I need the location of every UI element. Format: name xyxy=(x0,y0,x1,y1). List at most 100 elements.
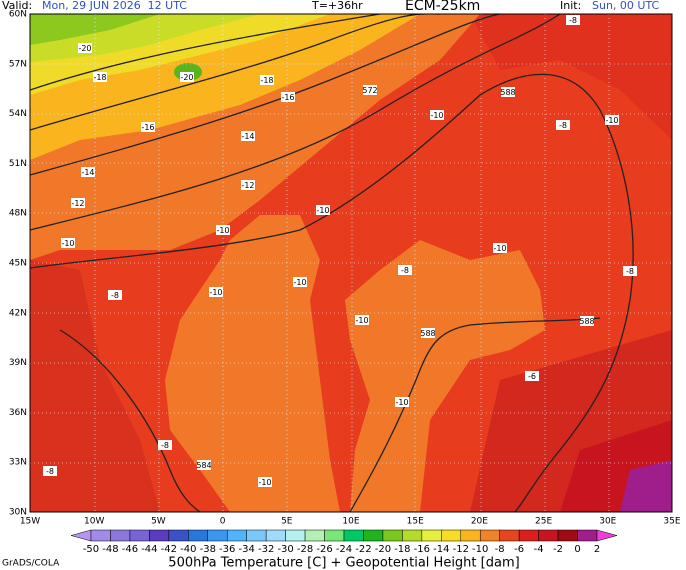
colorbar-box xyxy=(129,529,150,542)
colorbar-box xyxy=(168,529,189,542)
lon-label: 10E xyxy=(342,517,359,527)
lat-label: 30N xyxy=(9,508,27,518)
colorbar-box xyxy=(363,529,384,542)
colorbar-box xyxy=(246,529,267,542)
contour-label: -8 xyxy=(559,121,567,130)
colorbar-box xyxy=(110,529,131,542)
colorbar-box xyxy=(226,529,247,542)
contour-label: 588 xyxy=(420,329,435,338)
contour-label-box xyxy=(501,87,515,97)
contour-label-box xyxy=(258,477,272,487)
colorbar-box xyxy=(479,529,500,542)
contour-label: -10 xyxy=(209,288,222,297)
contour-label: -8 xyxy=(569,16,577,25)
lon-label: 25E xyxy=(535,517,552,527)
contour-label: -8 xyxy=(401,266,409,275)
lat-label: 36N xyxy=(9,408,27,418)
contour-label-box xyxy=(93,72,107,82)
contour-label: -12 xyxy=(71,199,84,208)
contour-label-box xyxy=(605,115,619,125)
colorbar-box xyxy=(90,529,111,542)
colorbar-label: -24 xyxy=(336,544,352,555)
lon-label: 15W xyxy=(20,517,40,527)
contour-label: -18 xyxy=(93,73,106,82)
lat-label: 45N xyxy=(9,259,27,269)
colorbar-box xyxy=(577,529,598,542)
colorbar-label: -34 xyxy=(239,544,255,555)
colorbar-box xyxy=(557,529,578,542)
credit: GrADS/COLA xyxy=(2,559,60,569)
forecast-hour: T=+36hr xyxy=(311,0,363,12)
contour-label: -20 xyxy=(78,44,91,53)
init-time: Sun, 00 UTC xyxy=(592,0,660,12)
contour-label-box xyxy=(398,265,412,275)
colorbar-label: 2 xyxy=(594,544,600,555)
colorbar-label: -16 xyxy=(414,544,430,555)
lon-label: 30E xyxy=(599,517,616,527)
colorbar-label: -38 xyxy=(200,544,216,555)
contour-label-box xyxy=(43,466,57,476)
valid-time: Mon, 29 JUN 2026 12 UTC xyxy=(42,0,187,12)
contour-label-box xyxy=(71,198,85,208)
map-fill xyxy=(30,14,672,512)
contour-label: -10 xyxy=(293,278,306,287)
contour-label: -10 xyxy=(355,316,368,325)
contour-label: -14 xyxy=(241,132,254,141)
colorbar-label: -2 xyxy=(553,544,563,555)
colorbar-label: -32 xyxy=(258,544,274,555)
colorbar-label: -6 xyxy=(514,544,524,555)
contour-label-box xyxy=(108,290,122,300)
map-frame xyxy=(29,13,673,513)
contour-label-box xyxy=(141,122,155,132)
contour-label: -10 xyxy=(216,226,229,235)
contour-label: -8 xyxy=(626,267,634,276)
contour-label-box xyxy=(525,371,539,381)
lat-label: 54N xyxy=(9,109,27,119)
colorbar-box xyxy=(441,529,462,542)
colorbar-label: -8 xyxy=(495,544,505,555)
colorbar-box xyxy=(188,529,209,542)
contour-label: -8 xyxy=(111,291,119,300)
colorbar-title: 500hPa Temperature [C] + Geopotential He… xyxy=(168,556,519,570)
valid-label: Valid: xyxy=(2,0,32,12)
lat-label: 33N xyxy=(9,458,27,468)
colorbar-box xyxy=(265,529,286,542)
colorbar-label: -48 xyxy=(102,544,118,555)
contour-label: -10 xyxy=(258,478,271,487)
contour-label: 588 xyxy=(500,88,515,97)
lat-label: 39N xyxy=(9,358,27,368)
lat-label: 51N xyxy=(9,159,27,169)
colorbar-box xyxy=(285,529,306,542)
contour-label-box xyxy=(580,316,594,326)
contour-label: -6 xyxy=(528,372,536,381)
colorbar-label: -18 xyxy=(394,544,410,555)
colorbar-label: -44 xyxy=(141,544,157,555)
colorbar-box xyxy=(518,529,539,542)
colorbar-end xyxy=(70,529,92,542)
contour-label: 572 xyxy=(362,86,377,95)
lon-label: 20E xyxy=(471,517,488,527)
lat-label: 60N xyxy=(9,10,27,20)
contour-label-box xyxy=(421,328,435,338)
contour-label: -8 xyxy=(46,467,54,476)
lat-label: 42N xyxy=(9,308,27,318)
contour-label: -10 xyxy=(493,244,506,253)
contour-label-box xyxy=(81,167,95,177)
contour-label: -10 xyxy=(316,206,329,215)
contour-label-box xyxy=(556,120,570,130)
contour-label-box xyxy=(623,266,637,276)
colorbar-label: -14 xyxy=(433,544,449,555)
colorbar-label: -22 xyxy=(355,544,371,555)
contour-label: -12 xyxy=(241,181,254,190)
contour-label: -14 xyxy=(81,168,94,177)
lon-label: 15E xyxy=(407,517,424,527)
colorbar-label: -10 xyxy=(472,544,488,555)
colorbar-box xyxy=(402,529,423,542)
colorbar-label: -26 xyxy=(316,544,332,555)
colorbar-end xyxy=(596,529,618,542)
colorbar-label: -12 xyxy=(453,544,469,555)
contour-label-box xyxy=(316,205,330,215)
colorbar-box xyxy=(538,529,559,542)
contour-label-box xyxy=(197,460,211,470)
